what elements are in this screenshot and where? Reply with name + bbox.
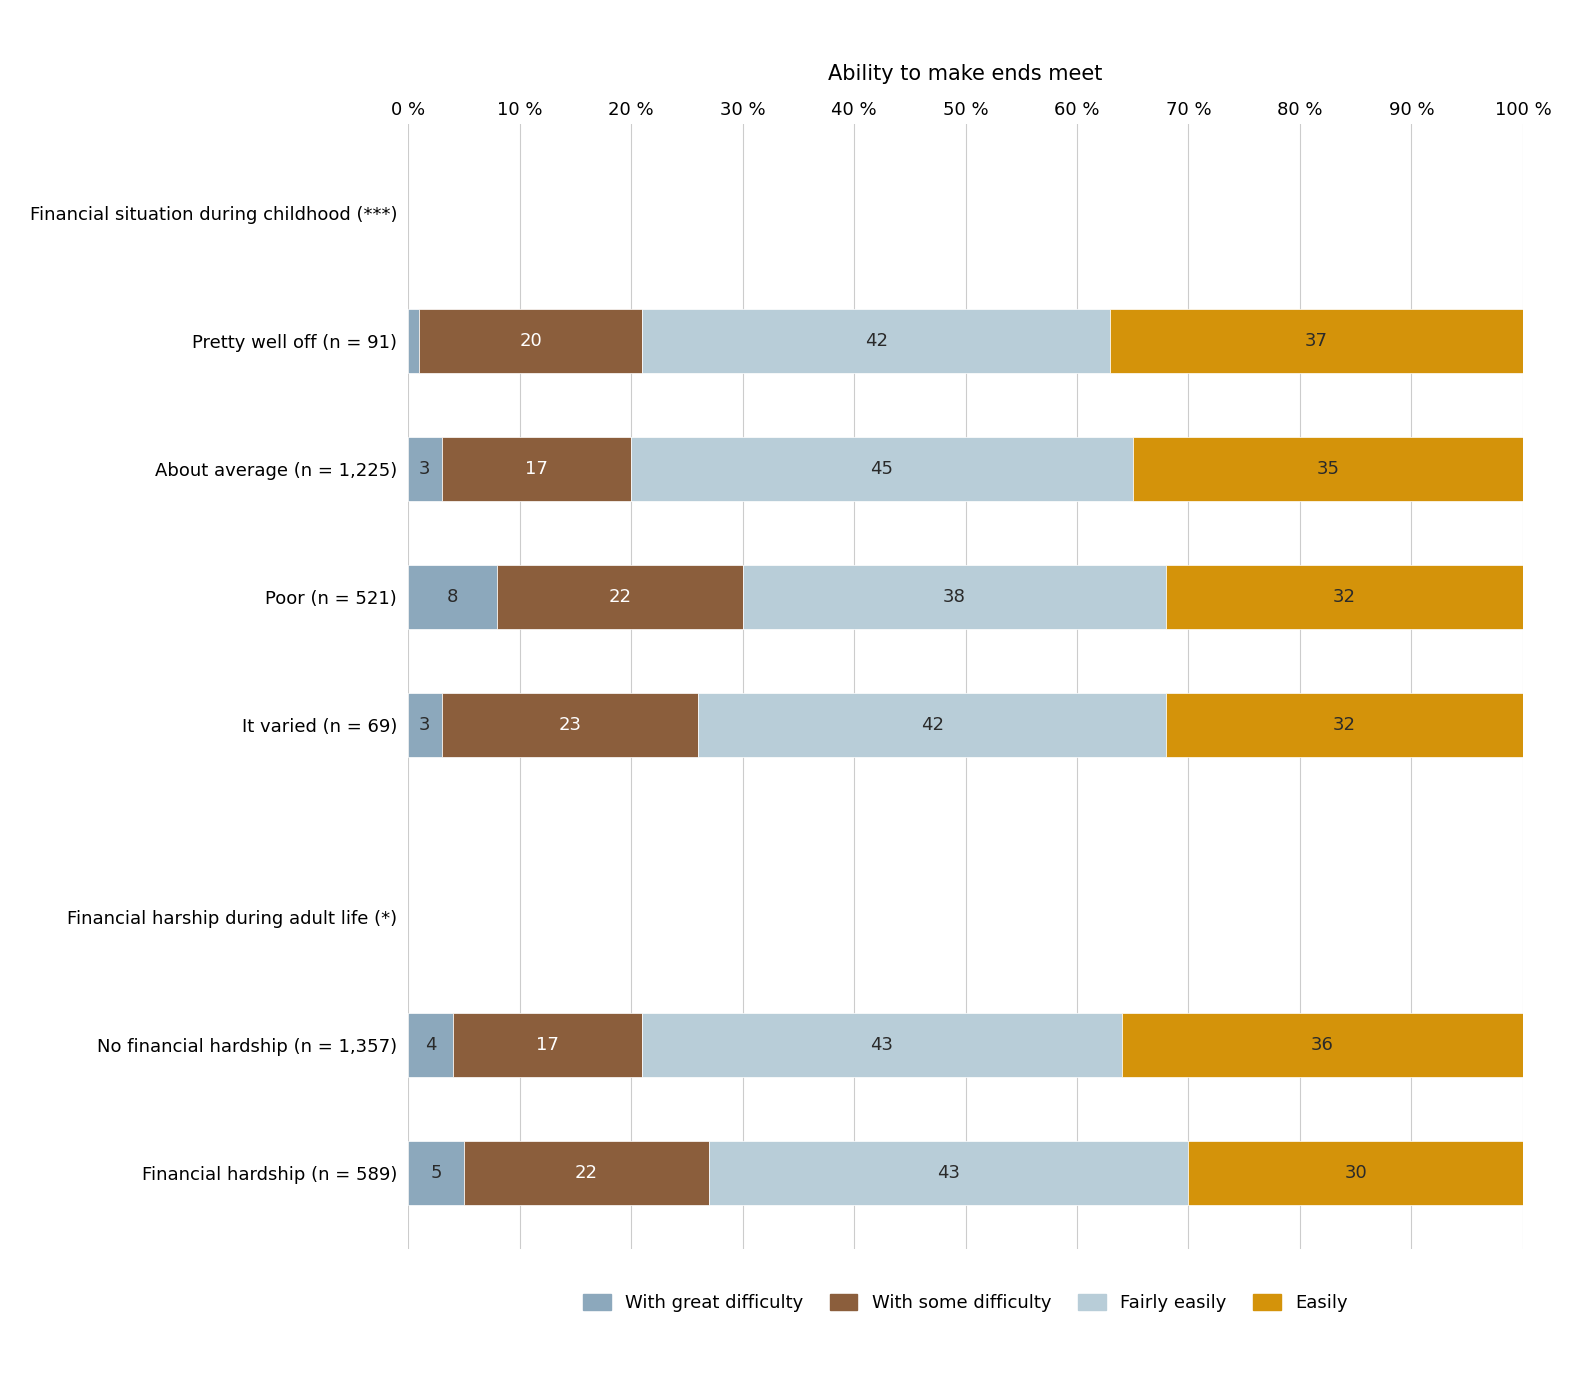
Bar — [452, 1013, 642, 1076]
Text: 30: 30 — [1344, 1164, 1367, 1182]
Bar — [743, 564, 1167, 629]
Text: 23: 23 — [559, 715, 581, 735]
Bar — [408, 437, 441, 501]
Title: Ability to make ends meet: Ability to make ends meet — [829, 65, 1102, 84]
Text: 43: 43 — [870, 1035, 893, 1053]
Bar — [441, 437, 631, 501]
Text: 17: 17 — [524, 460, 548, 478]
Text: 3: 3 — [419, 715, 430, 735]
Text: 22: 22 — [575, 1164, 598, 1182]
Text: 17: 17 — [535, 1035, 559, 1053]
Text: 36: 36 — [1311, 1035, 1333, 1053]
Bar — [1132, 437, 1523, 501]
Text: 35: 35 — [1316, 460, 1339, 478]
Text: 42: 42 — [865, 332, 889, 350]
Bar — [419, 309, 642, 373]
Bar — [498, 564, 743, 629]
Text: 8: 8 — [447, 588, 458, 605]
Bar — [465, 1141, 710, 1204]
Bar — [408, 1013, 452, 1076]
Bar — [1121, 1013, 1523, 1076]
Text: 3: 3 — [419, 460, 430, 478]
Bar — [408, 693, 441, 757]
Text: 20: 20 — [520, 332, 542, 350]
Bar — [408, 309, 419, 373]
Bar — [1110, 309, 1523, 373]
Legend: With great difficulty, With some difficulty, Fairly easily, Easily: With great difficulty, With some difficu… — [576, 1287, 1355, 1319]
Bar — [1167, 564, 1523, 629]
Bar — [631, 437, 1132, 501]
Bar — [408, 564, 498, 629]
Text: 32: 32 — [1333, 588, 1356, 605]
Text: 32: 32 — [1333, 715, 1356, 735]
Text: 37: 37 — [1305, 332, 1328, 350]
Bar — [408, 1141, 465, 1204]
Text: 22: 22 — [609, 588, 631, 605]
Text: 4: 4 — [425, 1035, 436, 1053]
Bar — [642, 309, 1110, 373]
Text: 38: 38 — [944, 588, 966, 605]
Text: 43: 43 — [937, 1164, 961, 1182]
Text: 45: 45 — [870, 460, 893, 478]
Text: 42: 42 — [920, 715, 944, 735]
Bar — [1167, 693, 1523, 757]
Text: 5: 5 — [430, 1164, 441, 1182]
Bar — [441, 693, 699, 757]
Bar — [1188, 1141, 1523, 1204]
Bar — [642, 1013, 1121, 1076]
Bar — [710, 1141, 1188, 1204]
Bar — [699, 693, 1167, 757]
